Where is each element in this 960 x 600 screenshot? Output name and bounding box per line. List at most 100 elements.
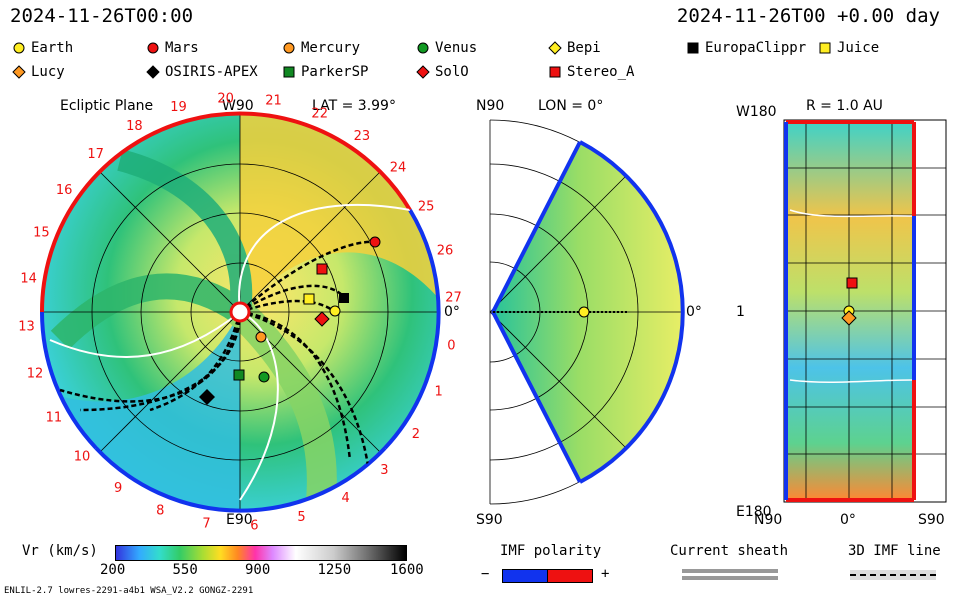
carrington-label: 14 (20, 272, 37, 287)
colorbar-tick-label: 200 (100, 562, 126, 578)
legend-item-mercury: Mercury (282, 40, 360, 56)
imf3d-swatch-line (850, 574, 936, 576)
imf-minus: − (481, 566, 490, 582)
osiris-apex-marker[interactable] (199, 389, 215, 405)
legend-item-earth: Earth (12, 40, 73, 56)
legend-marker-icon (13, 42, 25, 53)
colorbar-tick-label: 1250 (317, 562, 352, 578)
carrington-label: 25 (418, 199, 435, 214)
right-timestamp: 2024-11-26T00 +0.00 day (676, 5, 940, 27)
legend-marker-icon (819, 42, 831, 53)
legend-item-lucy: Lucy (12, 64, 65, 80)
legend-item-stereo-a: Stereo_A (548, 64, 634, 80)
carrington-longitude-labels: 20 21222324252627012345678910111213141516… (18, 92, 462, 531)
velocity-colorbar (115, 545, 407, 561)
legend-marker-icon (146, 64, 160, 79)
carrington-label: 8 (156, 504, 164, 519)
legend-marker-icon (283, 42, 295, 53)
ecliptic-bottom-label: E90 (226, 512, 253, 528)
legend-label: Stereo_A (567, 64, 635, 80)
legend-marker-icon (283, 66, 295, 77)
carrington-label: 16 (56, 183, 73, 198)
colorbar-tick-label: 1600 (390, 562, 424, 578)
radial-middle-label: 1 (736, 304, 745, 320)
carrington-label: 0 (447, 339, 455, 354)
legend-marker-icon (687, 42, 699, 53)
earth-marker[interactable] (329, 305, 341, 317)
earth-marker-meridional[interactable] (578, 306, 590, 318)
carrington-label: 3 (380, 463, 388, 478)
carrington-label: 6 (250, 519, 258, 531)
radial-x-left: N90 (754, 512, 782, 528)
radial-x-right: S90 (918, 512, 945, 528)
mercury-marker[interactable] (255, 331, 267, 343)
colorbar-tick-label: 550 (172, 562, 198, 578)
legend-label: Lucy (31, 64, 65, 80)
carrington-label: 13 (18, 319, 35, 334)
legend-label: SolO (435, 64, 469, 80)
legend-label: Earth (31, 40, 74, 56)
ecliptic-right-label: 0° (444, 304, 460, 320)
carrington-label: 23 (354, 129, 371, 144)
carrington-label: 5 (297, 510, 305, 525)
legend-label: Mars (165, 40, 199, 56)
legend-label: Bepi (567, 40, 601, 56)
carrington-label: 24 (390, 161, 407, 176)
carrington-label: 21 (265, 94, 282, 109)
legend-label: ParkerSP (301, 64, 369, 80)
legend-item-osiris-apex: OSIRIS-APEX (146, 64, 258, 80)
legend-marker-icon (548, 40, 562, 55)
carrington-label: 9 (114, 481, 122, 496)
colorbar-tick-label: 900 (245, 562, 271, 578)
ecliptic-lat: LAT = 3.99° (312, 98, 396, 114)
carrington-label: 4 (341, 491, 349, 506)
carrington-label: 17 (87, 147, 104, 162)
ecliptic-top-label: W90 (222, 98, 254, 114)
imf-polarity-label: IMF polarity (500, 543, 602, 559)
ecliptic-plane-panel: Ecliptic Plane LAT = 3.99° W90 E90 0° 2 0… (18, 92, 462, 531)
imf-positive-swatch (547, 569, 593, 583)
radial-bottom-label: E180 (736, 504, 772, 520)
plot-area: Ecliptic Plane LAT = 3.99° W90 E90 0° 2 0… (18, 92, 947, 531)
mars-marker[interactable] (369, 236, 381, 248)
imf-negative-swatch (502, 569, 548, 583)
legend-label: Juice (837, 40, 880, 56)
legend-marker-icon (417, 42, 429, 53)
venus-marker[interactable] (258, 371, 270, 383)
legend-label: EuropaClippr (705, 40, 807, 56)
stereo-a-marker[interactable] (316, 263, 328, 275)
colorbar-label: Vr (km/s) (22, 543, 98, 559)
radial-top-label: W180 (736, 104, 777, 120)
stereo-a-marker-radial[interactable] (846, 277, 858, 289)
current-sheath-swatch-2 (682, 576, 778, 580)
carrington-label: 18 (126, 119, 143, 134)
radial-title: R = 1.0 AU (806, 98, 883, 114)
meridional-top-label: N90 (476, 98, 504, 114)
carrington-label: 1 (434, 385, 442, 400)
europa-clipper-marker[interactable] (339, 293, 349, 303)
legend-item-europaclippr: EuropaClippr (686, 40, 806, 56)
carrington-label: 10 (74, 449, 91, 464)
legend-marker-icon (147, 42, 159, 53)
radial-surface-panel: R = 1.0 AU W180 1 E180 N90 0° S90 (736, 98, 947, 528)
meridional-plane-panel: N90 LON = 0° S90 0° (476, 98, 702, 528)
legend-marker-icon (416, 64, 430, 79)
current-sheath-label: Current sheath (670, 543, 789, 559)
ecliptic-title: Ecliptic Plane (60, 98, 153, 114)
legend-marker-icon (12, 64, 26, 79)
imf-plus: + (601, 566, 610, 582)
current-sheath-swatch-1 (682, 569, 778, 573)
legend-label: Mercury (301, 40, 361, 56)
legend-item-venus: Venus (416, 40, 477, 56)
carrington-label: 11 (46, 411, 63, 426)
juice-marker[interactable] (303, 293, 315, 305)
carrington-label: 22 (311, 106, 328, 121)
carrington-label: 2 (412, 427, 420, 442)
legend-marker-icon (549, 66, 561, 77)
parker-sp-marker[interactable] (233, 369, 245, 381)
carrington-label: 12 (27, 367, 44, 382)
solo-marker[interactable] (314, 311, 330, 327)
radial-x-mid: 0° (840, 512, 856, 528)
legend-item-mars: Mars (146, 40, 199, 56)
legend-label: Venus (435, 40, 478, 56)
